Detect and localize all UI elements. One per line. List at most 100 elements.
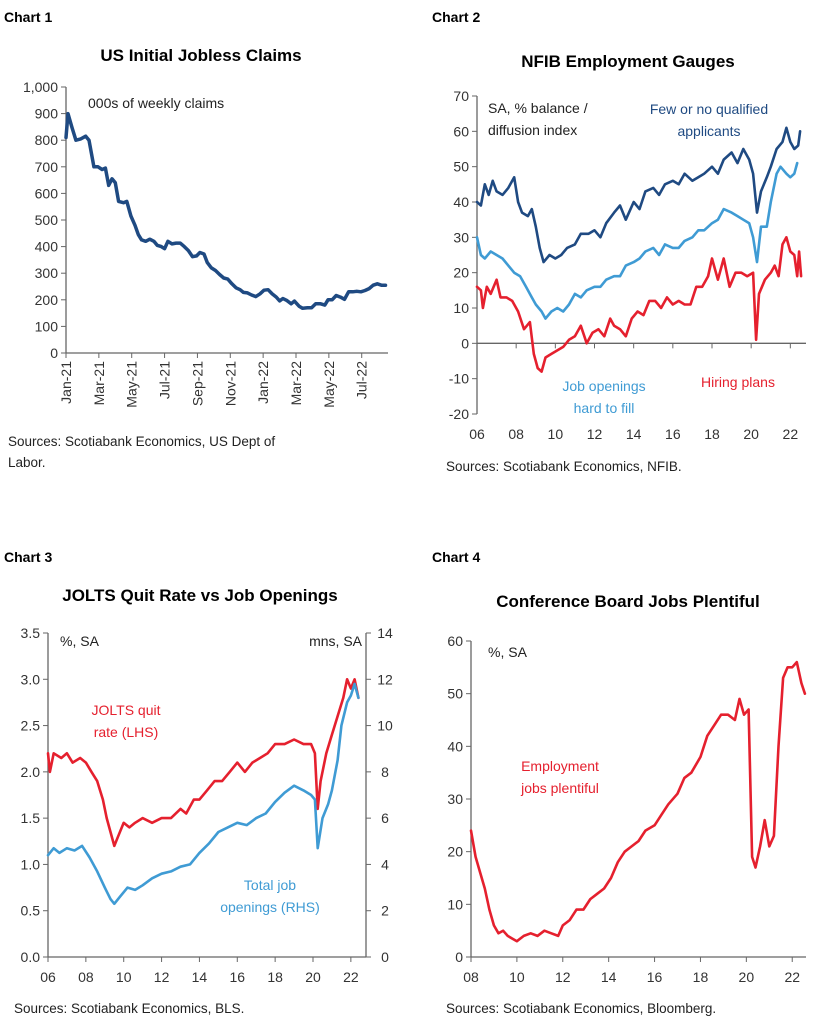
series-label: Hiring plans	[701, 374, 775, 390]
plot-area: -20 -10 0 10 20 30 40 50 60 70 06 08 10 12 14 16 18 20 22	[449, 88, 806, 442]
x-tick-label: 12	[587, 426, 603, 442]
series-label: hard to fill	[574, 400, 635, 416]
y-tick-label: 40	[447, 738, 463, 754]
plot-area: 0 10 20 30 40 50 60 08 10 12 14 16 18 20 22	[447, 633, 807, 985]
x-tick-label: 22	[343, 969, 359, 985]
x-tick-label: 18	[704, 426, 720, 442]
chart-title: JOLTS Quit Rate vs Job Openings	[62, 586, 338, 605]
y2-tick-label: 2	[381, 903, 389, 919]
x-tick-label: 12	[154, 969, 170, 985]
chart-label: Chart 1	[4, 9, 52, 25]
chart-label: Chart 4	[432, 549, 480, 565]
y-tick-label: 800	[35, 132, 59, 148]
y-tick-label: 50	[447, 686, 463, 702]
chart-title: Conference Board Jobs Plentiful	[496, 592, 760, 611]
x-tick-label: 14	[626, 426, 642, 442]
y-tick-label: 20	[453, 265, 469, 281]
y-tick-label: 2.0	[21, 764, 41, 780]
chart-1: Chart 1 US Initial Jobless Claims 000s o…	[4, 9, 388, 470]
y2-tick-label: 8	[381, 764, 389, 780]
y2-tick-label: 0	[381, 949, 389, 965]
y-tick-label: 500	[35, 212, 59, 228]
x-tick-label: 10	[548, 426, 564, 442]
x-tick-label: 06	[469, 426, 485, 442]
y-tick-label: 20	[447, 844, 463, 860]
chart-label: Chart 3	[4, 549, 52, 565]
series-line	[475, 161, 799, 320]
x-tick-label: Jan-22	[255, 361, 271, 404]
series-label: Few or no qualified	[650, 101, 768, 117]
chart-note: 000s of weekly claims	[88, 95, 224, 111]
y2-tick-label: 10	[377, 718, 393, 734]
x-tick-label: 22	[784, 969, 800, 985]
series-line	[469, 660, 807, 943]
chart-note: SA, % balance /	[488, 100, 588, 116]
x-tick-label: 10	[116, 969, 132, 985]
series-label: openings (RHS)	[220, 899, 320, 915]
x-tick-label: 12	[555, 969, 571, 985]
x-tick-label: 18	[267, 969, 283, 985]
y-tick-label: -20	[449, 406, 469, 422]
y-tick-label: 0	[50, 345, 58, 361]
source-line: Labor.	[8, 455, 46, 470]
chart-note: diffusion index	[488, 122, 577, 138]
chart-4: Chart 4 Conference Board Jobs Plentiful …	[432, 549, 807, 1016]
x-tick-label: 10	[509, 969, 525, 985]
y-tick-label: 900	[35, 106, 59, 122]
x-tick-label: Sep-21	[189, 361, 205, 406]
y-tick-label: 700	[35, 159, 59, 175]
y2-tick-label: 12	[377, 671, 393, 687]
series-line	[475, 126, 802, 264]
x-tick-label: 14	[601, 969, 617, 985]
x-tick-label: Jul-22	[354, 361, 370, 399]
y-tick-label: 60	[447, 633, 463, 649]
x-tick-label: 08	[463, 969, 479, 985]
y-tick-label: 70	[453, 88, 469, 104]
y-tick-label: 40	[453, 194, 469, 210]
chart-title: US Initial Jobless Claims	[100, 46, 301, 65]
y-tick-label: 30	[453, 229, 469, 245]
chart-note: %, SA	[60, 633, 100, 649]
x-tick-label: 20	[739, 969, 755, 985]
series-label: jobs plentiful	[520, 780, 599, 796]
plot-area: 0.0 0.5 1.0 1.5 2.0 2.5 3.0 3.5 0 2 4 6 8 10 12 14 06 08 1…	[21, 625, 393, 985]
x-tick-label: May-22	[321, 361, 337, 408]
chart-label: Chart 2	[432, 9, 480, 25]
series-line	[475, 236, 803, 373]
series-line	[46, 682, 360, 906]
series-label: JOLTS quit	[92, 702, 161, 718]
x-tick-label: 16	[665, 426, 681, 442]
x-tick-label: 14	[192, 969, 208, 985]
series-label: rate (LHS)	[94, 724, 159, 740]
source-line: Sources: Scotiabank Economics, Bloomberg…	[446, 1001, 716, 1016]
x-tick-label: Mar-21	[91, 361, 107, 406]
x-tick-label: 06	[40, 969, 56, 985]
y-tick-label: -10	[449, 371, 469, 387]
x-tick-label: 08	[508, 426, 524, 442]
x-tick-label: 16	[647, 969, 663, 985]
chart-note: %, SA	[488, 644, 528, 660]
source-line: Sources: Scotiabank Economics, US Dept o…	[8, 434, 275, 449]
chart-2: Chart 2 NFIB Employment Gauges SA, % bal…	[432, 9, 806, 474]
y-tick-label: 300	[35, 265, 59, 281]
series-label: applicants	[677, 123, 740, 139]
y-tick-label: 30	[447, 791, 463, 807]
y-tick-label: 200	[35, 292, 59, 308]
x-tick-label: Mar-22	[288, 361, 304, 406]
y-tick-label: 1.0	[21, 856, 41, 872]
y-tick-label: 1,000	[23, 79, 58, 95]
y-tick-label: 0.5	[21, 903, 41, 919]
y-tick-label: 400	[35, 239, 59, 255]
y-tick-label: 10	[447, 896, 463, 912]
plot-area: 0 100 200 300 400 500 600 700 800 900 1,000 Jan-21 M…	[23, 79, 388, 408]
x-tick-label: 08	[78, 969, 94, 985]
y-tick-label: 50	[453, 159, 469, 175]
y-tick-label: 100	[35, 318, 59, 334]
y2-tick-label: 14	[377, 625, 393, 641]
y-tick-label: 0	[461, 335, 469, 351]
x-tick-label: Jan-21	[58, 361, 74, 404]
source-line: Sources: Scotiabank Economics, NFIB.	[446, 459, 682, 474]
x-tick-label: 20	[743, 426, 759, 442]
chart-note: mns, SA	[309, 633, 363, 649]
